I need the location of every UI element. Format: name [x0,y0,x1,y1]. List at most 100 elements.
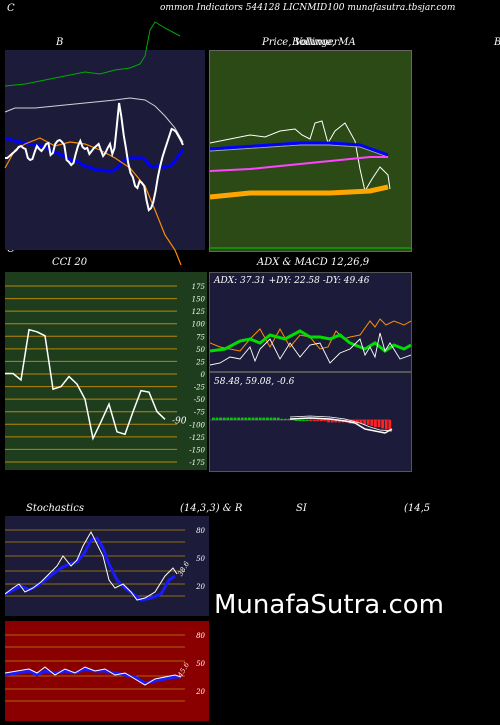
osc-signal-line [5,536,176,602]
macd-hist-bar [284,418,287,420]
price-candle-line [210,120,391,193]
macd-hist-bar [258,417,262,420]
macd-panel: 58.48, 59.08, -0.6 [209,372,412,472]
macd-hist-bar [222,417,226,420]
cci-tick-label: 75 [196,333,205,341]
macd-hist-bar [248,417,251,420]
cci-tick-label: 25 [195,358,205,366]
macd-line [289,417,393,434]
price-ma-pink [210,156,388,172]
bollinger-price-series [5,102,184,212]
cci-tick-label: -50 [194,396,206,404]
macd-hist-bar [294,420,298,421]
bollinger-panel [4,21,205,266]
macd-hist-bar [280,418,284,420]
macd-hist-bar [381,420,384,429]
macd-hist-bar [240,417,244,420]
macd-hist-bar [323,420,327,422]
osc-main-line [5,666,182,686]
macd-hist-bar [352,420,356,424]
rsi-panel: 80 50 20 45.6 [5,621,209,721]
price-ma-orange [210,184,389,200]
macd-hist-bar [269,417,273,420]
macd-signal-line [289,415,393,432]
watermark-text: MunafaSutra.com [214,590,445,620]
cci-tick-label: 125 [192,308,206,316]
macd-hist-bar [320,420,323,422]
cci-tick-label: -125 [189,434,205,442]
osc-main-line [5,530,178,601]
macd-hist-bar [359,420,363,424]
rsi-panel-label: SI [296,503,307,514]
adx-values-text: ADX: 37.31 +DY: 22.58 -DY: 49.46 [214,276,370,286]
adx-minus-dy-line [210,318,411,352]
cci-tick-label: -25 [194,384,206,392]
page-title: ommon Indicators 544128 LICNMID100 munaf… [160,3,456,13]
cci-tick-label: -100 [189,421,205,429]
cci-last-value: -90 [172,416,187,426]
macd-hist-bar [287,418,291,420]
osc-tick-label: 80 [196,632,205,640]
macd-hist-bar [244,417,248,420]
macd-hist-bar [334,420,338,423]
macd-hist-bar [219,417,222,420]
macd-hist-bar [363,420,366,425]
macd-hist-bar [233,417,237,420]
price-panel [209,50,412,252]
macd-hist-bar [251,417,255,420]
cci-line [5,328,166,441]
price-sma-line [210,144,389,158]
adx-panel-label: ADX & MACD 12,26,9 [257,257,370,268]
osc-tick-label: 80 [196,527,205,535]
osc-last-value: 38.6 [176,560,191,578]
macd-hist-bar [327,420,330,423]
cci-tick-label: -75 [194,409,206,417]
adx-green-line [210,329,411,353]
macd-hist-bar [374,420,377,428]
right-edge-label: B [494,37,500,48]
price-ma-blue [210,141,389,157]
macd-hist-bar [298,420,302,421]
bollinger-orange-line [4,137,182,266]
stoch-panel-label: Stochastics [26,503,84,514]
cci-panel-label: CCI 20 [52,257,88,268]
macd-hist-bar [212,417,215,420]
macd-hist-bar [330,420,334,423]
macd-hist-bar [384,420,388,430]
osc-last-value: 45.6 [176,661,191,680]
macd-hist-bar [255,417,258,420]
osc-tick-label: 50 [196,555,205,563]
macd-hist-bar [366,420,370,425]
cci-tick-label: -150 [189,446,205,454]
adx-panel: ADX: 37.31 +DY: 22.58 -DY: 49.46 [209,272,412,372]
bollinger-label: Bollinger [292,37,339,48]
cci-tick-label: 0 [201,371,206,379]
macd-hist-bar [305,420,309,421]
macd-hist-bar [388,420,392,431]
cci-tick-label: 175 [192,283,206,291]
bollinger-mid-top-green [4,21,181,87]
macd-hist-bar [237,417,240,420]
macd-hist-bar [262,417,266,420]
b-panel-label: B [56,37,64,48]
price-panel-label: Price, Volume, MA [262,37,356,48]
osc-tick-label: 50 [196,660,205,668]
macd-hist-bar [309,420,312,422]
macd-hist-bar [215,417,219,420]
cci-tick-label: 50 [196,346,205,354]
bollinger-upper-band [4,97,184,143]
macd-hist-bar [266,417,269,420]
adx-plus-dy-line [210,332,411,366]
cci-tick-label: 150 [192,296,206,304]
cci-tick-label: 100 [192,321,206,329]
macd-hist-bar [338,420,341,423]
stoch-params-label: (14,3,3) & R [180,503,243,514]
rsi-params-label: (14,5 [404,503,431,514]
macd-hist-bar [273,417,276,420]
macd-hist-bar [302,420,305,421]
stochastics-panel: 80 50 20 38.6 [5,516,209,616]
bollinger-lower-band-series [5,137,185,173]
c-label: C [7,3,15,14]
macd-hist-bar [377,420,381,428]
cci-panel: 175 150 125 100 75 50 25 0 -25 -50 -75 -100 -125 -150… [5,272,207,470]
